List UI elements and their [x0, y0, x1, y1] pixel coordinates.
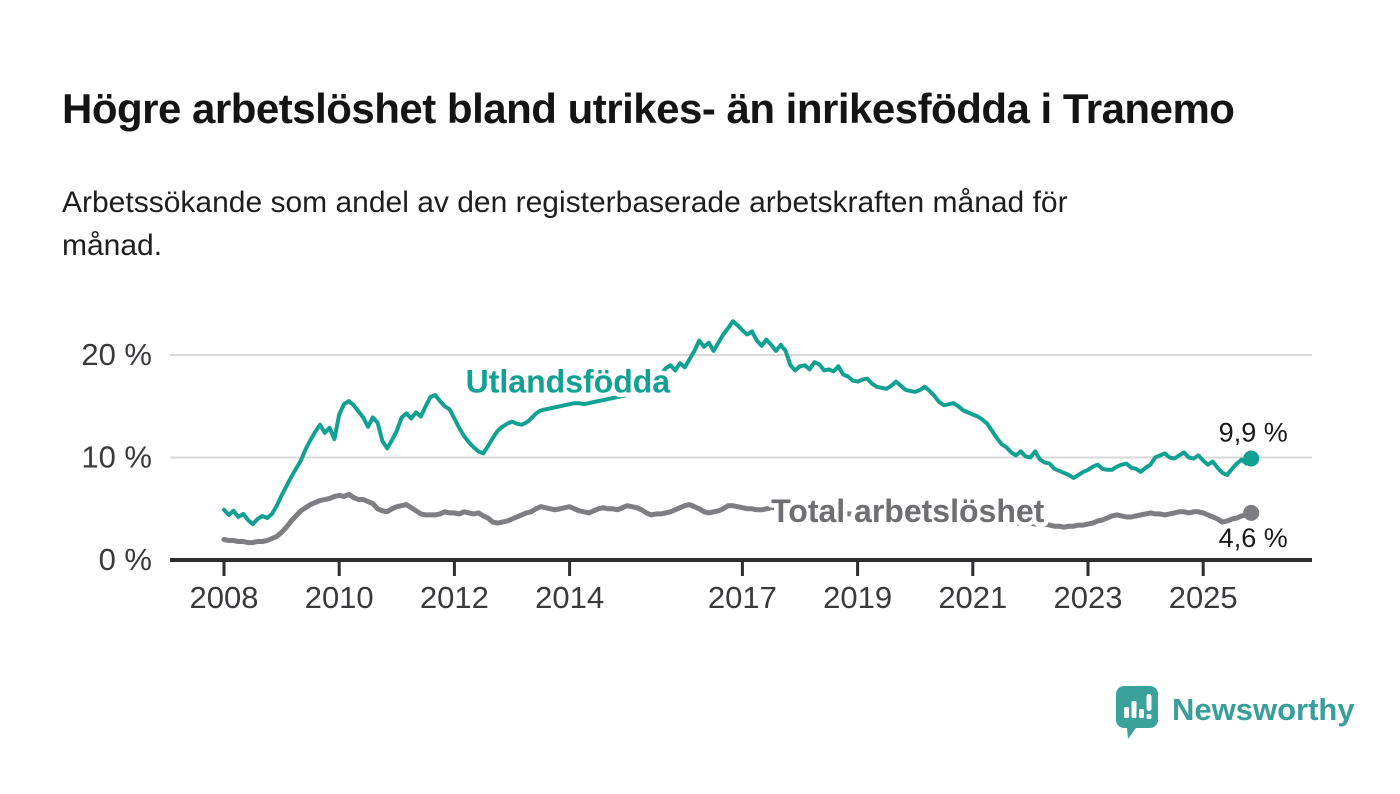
x-tick-label: 2017 [708, 580, 777, 615]
x-tick-label: 2021 [938, 580, 1007, 615]
y-tick-label: 0 % [99, 542, 152, 577]
series-end-value-utlandsfodda: 9,9 % [1219, 418, 1288, 448]
series-line-total [221, 491, 1254, 546]
series-name-label-utlandsfodda: Utlandsfödda [466, 364, 671, 400]
y-tick-label: 10 % [81, 440, 152, 475]
x-tick-label: 2023 [1054, 580, 1123, 615]
newsworthy-logo-text: Newsworthy [1172, 692, 1355, 727]
newsworthy-logo-icon [1116, 686, 1158, 739]
page-title: Högre arbetslöshet bland utrikes- än inr… [62, 85, 1235, 133]
y-tick-label: 20 % [81, 337, 152, 372]
x-tick-label: 2019 [823, 580, 892, 615]
x-tick-label: 2025 [1169, 580, 1238, 615]
series-end-value-total: 4,6 % [1219, 523, 1288, 553]
series-name-label-total: Total arbetslöshet [771, 493, 1045, 529]
x-tick-label: 2008 [190, 580, 259, 615]
x-tick-label: 2012 [420, 580, 489, 615]
branding-footer: Newsworthy [1114, 684, 1355, 740]
x-tick-label: 2014 [535, 580, 604, 615]
page-subtitle: Arbetssökande som andel av den registerb… [62, 186, 1068, 262]
x-tick-label: 2010 [305, 580, 374, 615]
series-line-utlandsfodda [222, 319, 1254, 527]
series-endpoint-dot-utlandsfodda [1243, 450, 1260, 467]
series-endpoint-dot-total [1243, 504, 1260, 521]
